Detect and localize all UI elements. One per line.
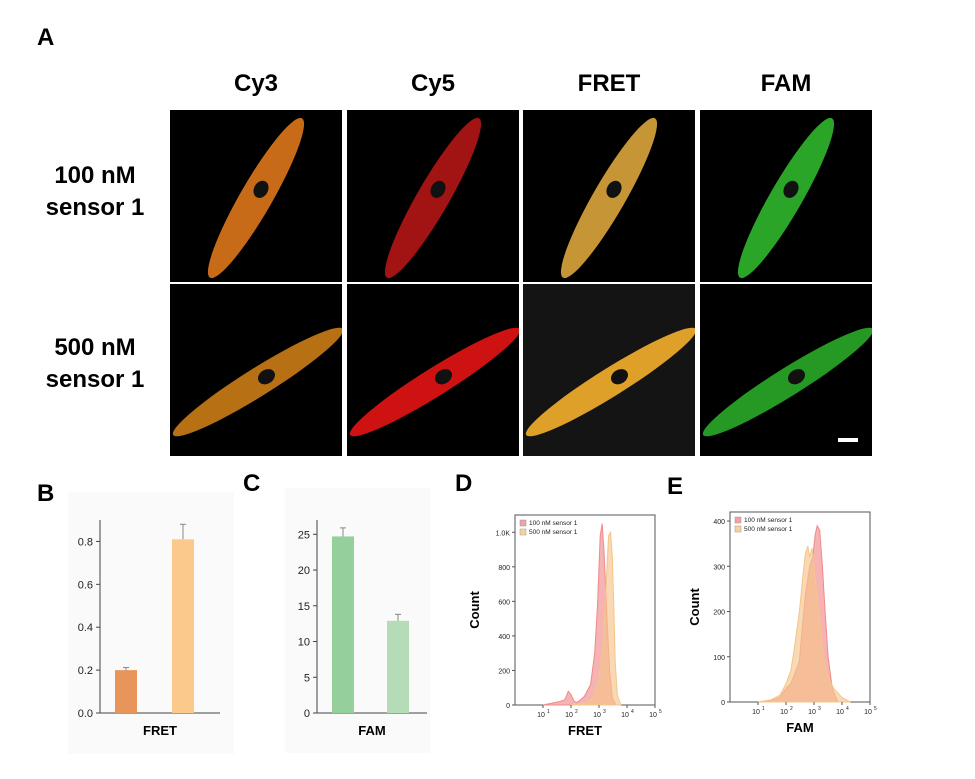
chart-b-ytick-label: 0.4: [78, 622, 93, 634]
micrograph-500nm-fam: [700, 284, 872, 456]
chart-c-ytick-label: 15: [298, 601, 310, 613]
panel-letter-a: A: [37, 24, 55, 51]
chart-b-ytick-label: 0.2: [78, 665, 93, 677]
chart-e-xtick-exponent: 2: [790, 706, 793, 712]
micrograph-500nm-cy5: [347, 284, 519, 456]
chart-d-xtick-label: 10: [621, 712, 629, 719]
micrograph-100nm-cy3: [170, 110, 342, 282]
chart-d-xtick-exponent: 1: [547, 709, 550, 715]
chart-d-legend-label-1: 100 nM sensor 1: [529, 520, 578, 527]
chart-e-xtick-label: 10: [836, 709, 844, 716]
column-header-fam: FAM: [760, 70, 812, 97]
micrograph-100nm-cy5: [347, 110, 519, 282]
chart-d-xtick-label: 10: [649, 712, 657, 719]
chart-d-xtick-label: 10: [537, 712, 545, 719]
column-header-cy3: Cy3: [233, 70, 279, 97]
micrograph-100nm-fret: [523, 110, 695, 282]
chart-e-legend-label-1: 100 nM sensor 1: [744, 517, 793, 524]
chart-d-ytick-label: 1.0K: [496, 530, 511, 537]
chart-e-ytick-label: 300: [713, 564, 725, 571]
chart-d-ylabel: Count: [467, 591, 482, 629]
chart-e-ytick-label: 200: [713, 610, 725, 617]
row-label-100nm-line1: 100 nM: [54, 162, 136, 189]
chart-c-bar: [387, 620, 409, 713]
chart-c-ytick-label: 0: [304, 708, 310, 720]
chart-d-xtick-exponent: 5: [659, 709, 662, 715]
panel-letter-c: C: [243, 470, 261, 497]
micrograph-500nm-fret: [523, 284, 695, 456]
chart-d-series-2: [570, 530, 622, 706]
chart-e-xtick-exponent: 1: [762, 706, 765, 712]
row-label-100nm-line2: sensor 1: [45, 194, 145, 221]
chart-d-xtick-exponent: 2: [575, 709, 578, 715]
chart-c-bar: [332, 536, 354, 713]
chart-b-bar: [172, 539, 194, 713]
chart-e-xtick-exponent: 3: [818, 706, 821, 712]
chart-c-xlabel: FAM: [358, 723, 385, 738]
chart-e-legend-swatch-2: [734, 525, 742, 533]
column-header-cy5: Cy5: [410, 70, 456, 97]
chart-d-xtick-exponent: 4: [631, 709, 634, 715]
chart-d-legend-swatch-2: [519, 528, 527, 536]
chart-b-ytick-label: 0.6: [78, 579, 93, 591]
chart-d-ytick-label: 600: [498, 599, 510, 606]
chart-b-bar: [115, 670, 137, 713]
chart-e-xtick-label: 10: [808, 709, 816, 716]
chart-e-ytick-label: 100: [713, 655, 725, 662]
row-label-500nm-line2: sensor 1: [45, 366, 145, 393]
chart-d-xtick-exponent: 3: [603, 709, 606, 715]
chart-e-ylabel: Count: [687, 588, 702, 626]
micrograph-100nm-fam: [700, 110, 872, 282]
chart-b-ytick-label: 0.8: [78, 536, 93, 548]
chart-d-ytick-label: 400: [498, 634, 510, 641]
chart-c-ytick-label: 20: [298, 565, 310, 577]
chart-e-xlabel: FAM: [786, 720, 813, 735]
chart-b-ytick-label: 0.0: [78, 708, 93, 720]
chart-b-fret-bar: 0.0 0.2 0.4 0.6 0.8 FRET: [78, 520, 220, 738]
chart-d-legend-label-2: 500 nM sensor 1: [529, 529, 578, 536]
chart-e-ytick-label: 400: [713, 519, 725, 526]
chart-d-xtick-label: 10: [565, 712, 573, 719]
panel-letter-d: D: [455, 470, 473, 497]
chart-d-ytick-label: 200: [498, 668, 510, 675]
chart-e-ytick-label: 0: [721, 700, 725, 707]
column-header-fret: FRET: [577, 70, 641, 97]
panel-letter-b: B: [37, 480, 55, 507]
row-label-500nm: 500 nM sensor 1: [20, 332, 170, 396]
chart-d-ytick-label: 800: [498, 565, 510, 572]
row-label-100nm: 100 nM sensor 1: [20, 160, 170, 224]
chart-e-xtick-label: 10: [864, 709, 872, 716]
chart-d-legend-swatch-1: [519, 519, 527, 527]
chart-d-plot-frame: [514, 514, 656, 706]
chart-e-series-2: [757, 545, 851, 703]
panel-letter-e: E: [667, 473, 684, 500]
chart-e-legend-label-2: 500 nM sensor 1: [744, 526, 793, 533]
chart-c-ytick-label: 25: [298, 529, 310, 541]
micrograph-500nm-cy3: [170, 284, 342, 456]
chart-e-xtick-label: 10: [780, 709, 788, 716]
scale-bar: [838, 438, 858, 442]
row-label-500nm-line1: 500 nM: [54, 334, 136, 361]
chart-d-ytick-label: 0: [506, 703, 510, 710]
chart-c-fam-bar: 0 5 10 15 20 25 FAM: [298, 520, 427, 738]
chart-e-xtick-exponent: 4: [846, 706, 849, 712]
chart-e-xtick-label: 10: [752, 709, 760, 716]
chart-d-xtick-label: 10: [593, 712, 601, 719]
chart-c-ytick-label: 5: [304, 672, 310, 684]
chart-d-xlabel: FRET: [568, 723, 602, 738]
chart-e-legend-swatch-1: [734, 516, 742, 524]
chart-e-xtick-exponent: 5: [874, 706, 877, 712]
chart-b-xlabel: FRET: [143, 723, 177, 738]
chart-c-ytick-label: 10: [298, 637, 310, 649]
